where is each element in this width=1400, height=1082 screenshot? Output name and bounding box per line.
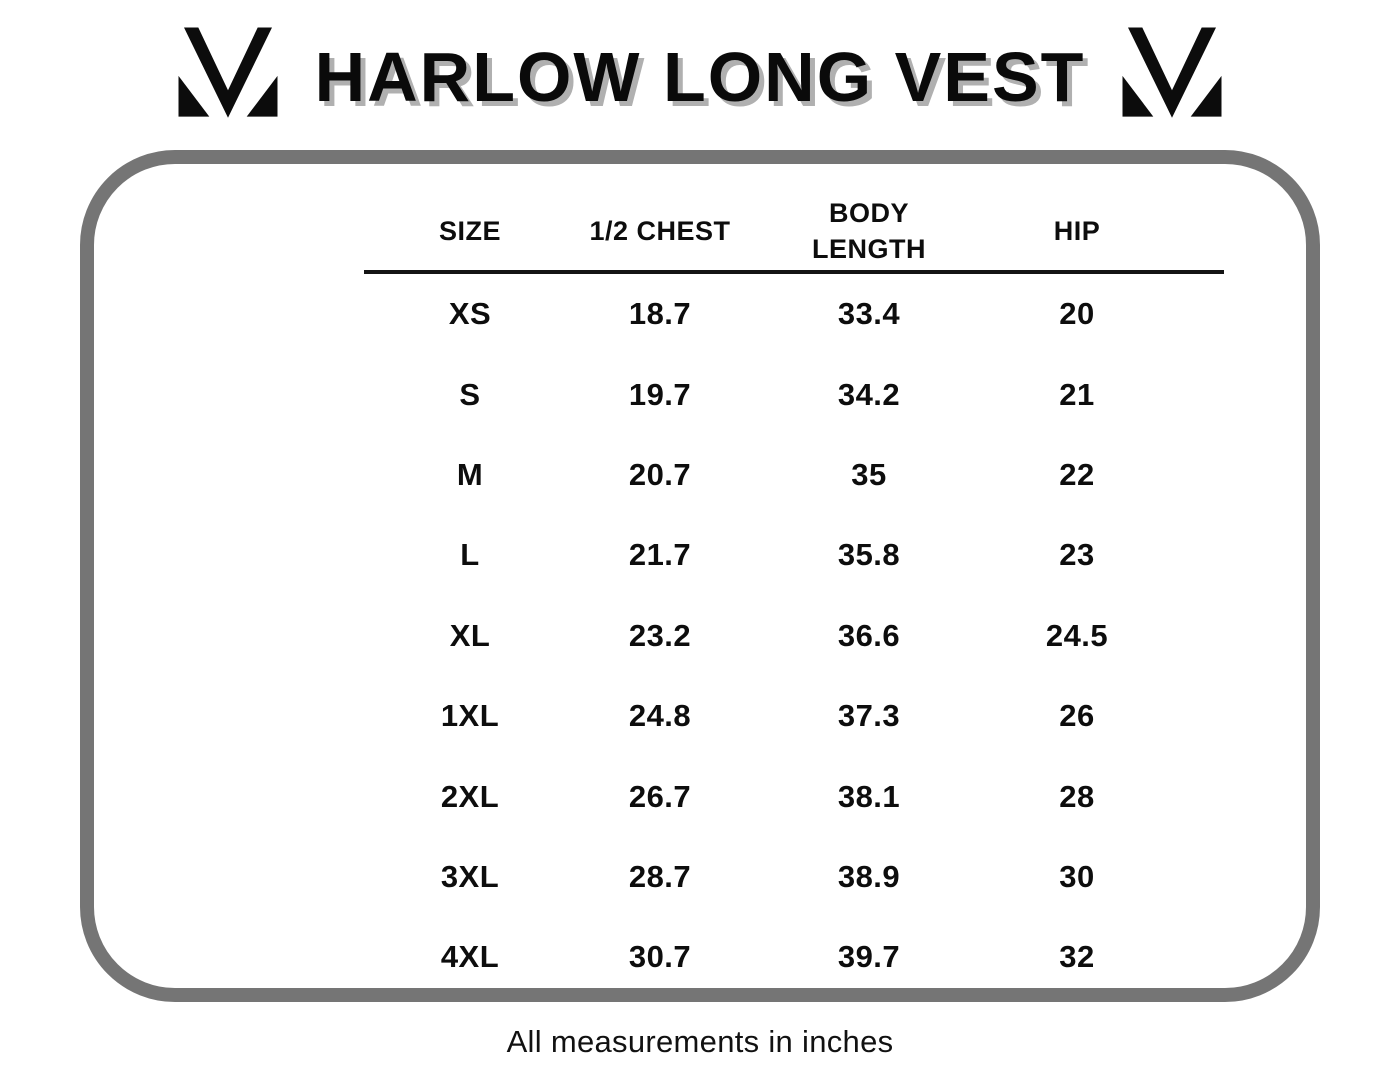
hip-cell: 26: [1059, 698, 1095, 734]
size-chart-table: SIZE 1/2 CHEST BODY LENGTH HIP XS 18.7 3…: [364, 192, 1224, 998]
hip-cell: 22: [1059, 456, 1095, 492]
half-chest-cell: 30.7: [628, 939, 692, 975]
hip-cell: 21: [1059, 376, 1095, 412]
table-row: 4XL 30.7 39.7 32: [364, 917, 1224, 997]
table-row: 3XL 28.7 38.9 30: [364, 837, 1224, 917]
half-chest-cell: 19.7: [628, 376, 692, 412]
hip-cell: 30: [1059, 858, 1095, 894]
size-cell: S: [459, 376, 481, 412]
size-cell: 2XL: [440, 778, 500, 814]
header: HARLOW LONG VEST: [0, 0, 1400, 140]
body-length-cell: 34.2: [837, 376, 901, 412]
size-cell: L: [460, 537, 480, 573]
column-header-hip: HIP: [1053, 215, 1101, 246]
measurement-unit-note: All measurements in inches: [506, 1024, 894, 1059]
table-row: M 20.7 35 22: [364, 435, 1224, 515]
size-cell: 3XL: [440, 858, 500, 894]
size-cell: XL: [449, 617, 491, 653]
body-length-cell: 33.4: [837, 296, 901, 332]
half-chest-cell: 18.7: [628, 296, 692, 332]
table-row: 1XL 24.8 37.3 26: [364, 676, 1224, 756]
hip-cell: 23: [1059, 537, 1095, 573]
size-chart-card: SIZE 1/2 CHEST BODY LENGTH HIP XS 18.7 3…: [80, 150, 1320, 1002]
body-length-cell: 38.9: [837, 858, 901, 894]
size-cell: 1XL: [440, 698, 500, 734]
size-cell: 4XL: [440, 939, 500, 975]
brand-m-logo-icon: [1122, 27, 1222, 118]
half-chest-cell: 21.7: [628, 537, 692, 573]
table-row: XL 23.2 36.6 24.5: [364, 596, 1224, 676]
half-chest-cell: 24.8: [628, 698, 692, 734]
table-row: 2XL 26.7 38.1 28: [364, 756, 1224, 836]
hip-cell: 24.5: [1045, 617, 1109, 653]
page-title: HARLOW LONG VEST: [314, 38, 1086, 116]
hip-cell: 32: [1059, 939, 1095, 975]
half-chest-cell: 28.7: [628, 858, 692, 894]
body-length-cell: 37.3: [837, 698, 901, 734]
table-row: L 21.7 35.8 23: [364, 515, 1224, 595]
table-row: S 19.7 34.2 21: [364, 354, 1224, 434]
body-length-cell: 35.8: [837, 537, 901, 573]
table-header-row: SIZE 1/2 CHEST BODY LENGTH HIP: [364, 192, 1224, 270]
column-header-body-length: BODY LENGTH: [812, 197, 926, 264]
table-row: XS 18.7 33.4 20: [364, 274, 1224, 354]
column-header-size: SIZE: [438, 215, 501, 246]
body-length-cell: 35: [851, 456, 887, 492]
half-chest-cell: 23.2: [628, 617, 692, 653]
hip-cell: 28: [1059, 778, 1095, 814]
size-cell: XS: [448, 296, 492, 332]
body-length-cell: 38.1: [837, 778, 901, 814]
body-length-cell: 36.6: [837, 617, 901, 653]
body-length-cell: 39.7: [837, 939, 901, 975]
column-header-half-chest: 1/2 CHEST: [589, 215, 731, 246]
size-cell: M: [456, 456, 484, 492]
brand-m-logo-icon: [178, 27, 278, 118]
table-body: XS 18.7 33.4 20 S 19.7 34.2 21 M 20.7 35…: [364, 274, 1224, 998]
hip-cell: 20: [1059, 296, 1095, 332]
half-chest-cell: 26.7: [628, 778, 692, 814]
header-underline: [364, 270, 1224, 274]
half-chest-cell: 20.7: [628, 456, 692, 492]
